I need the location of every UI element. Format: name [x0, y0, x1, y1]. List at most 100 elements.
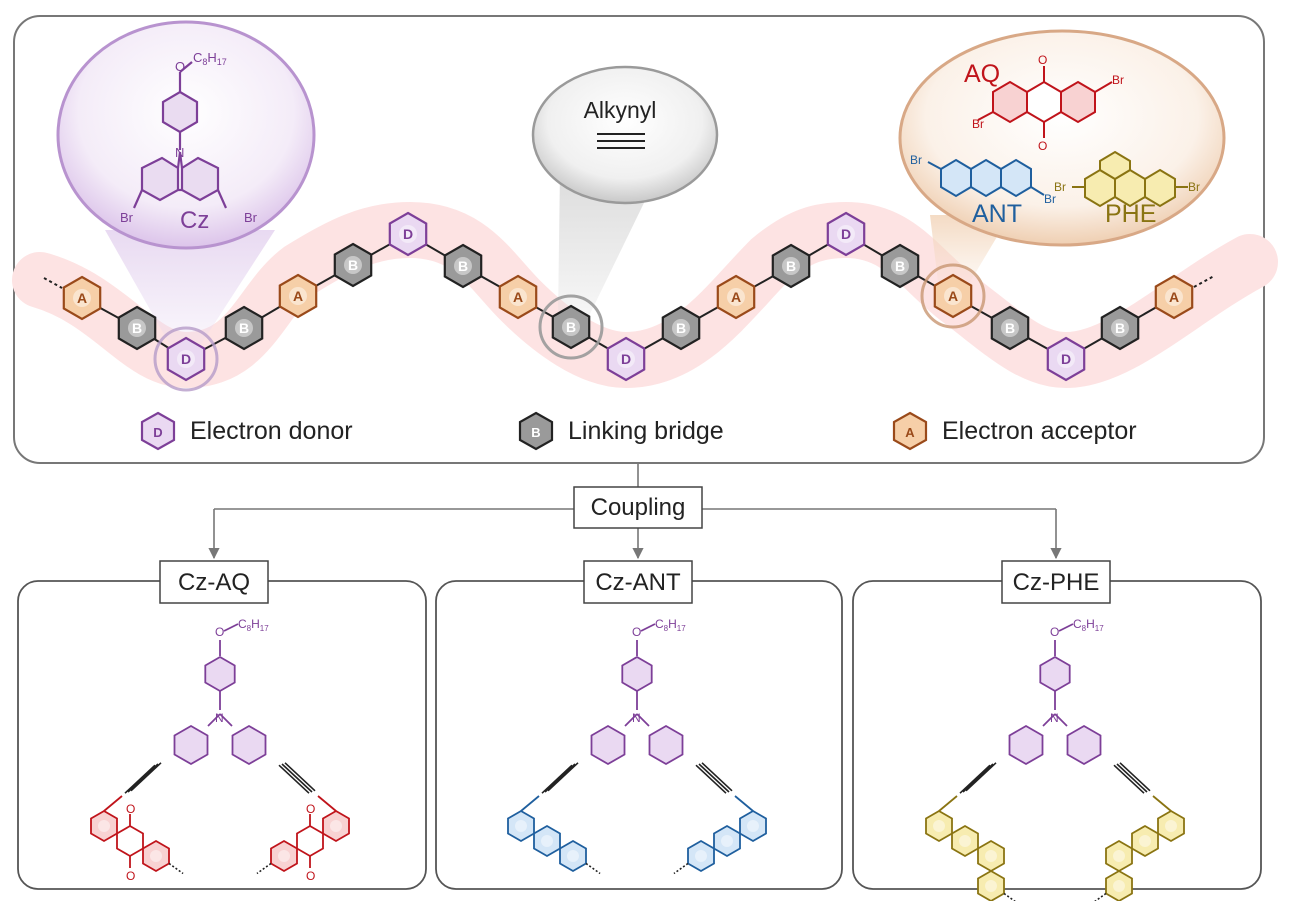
- bridge-unit: B: [880, 243, 920, 289]
- bridge-hex-icon: [518, 411, 554, 451]
- phe-ring-glow: [1113, 880, 1125, 892]
- phe-ring: [1105, 869, 1133, 901]
- ant-ring: [507, 809, 535, 843]
- legend-bridge-label: Linking bridge: [568, 417, 724, 445]
- legend-acceptor: A Electron acceptor: [892, 411, 1137, 451]
- bridge-unit: B: [224, 305, 264, 351]
- donor-hex-letter: D: [153, 425, 162, 440]
- donor-hex-letter: D: [841, 226, 851, 242]
- bridge-unit: B: [1100, 305, 1140, 351]
- phe-ring: [1131, 824, 1159, 858]
- acceptor-link: [734, 795, 754, 812]
- donor-hex-glow: [399, 225, 417, 243]
- cz-br-right-label: Br: [244, 210, 258, 225]
- product-title-box: [583, 560, 693, 604]
- phe-ring-glow: [985, 880, 997, 892]
- acceptor-hex-letter: A: [905, 425, 915, 440]
- legend-acceptor-label: Electron acceptor: [942, 417, 1137, 445]
- product-chain-label: C8H17: [238, 617, 269, 633]
- bridge-unit: B: [117, 305, 157, 351]
- carbonyl-oxygen: O: [306, 802, 315, 816]
- phe-structure: [1072, 150, 1188, 208]
- acceptor-hex-letter: A: [513, 289, 523, 305]
- product-nitrogen: N: [1050, 711, 1059, 725]
- legend: D Electron donor B Linking bridge A Elec…: [140, 411, 1137, 451]
- acceptor-unit: A: [1154, 274, 1194, 320]
- aq-ring-glow: [150, 850, 162, 862]
- acceptor-hex-letter: A: [1169, 289, 1179, 305]
- acceptor-hex-glow: [727, 288, 745, 306]
- acceptor-link: [1152, 795, 1172, 812]
- bridge-hex-letter: B: [458, 258, 468, 274]
- ant-ring: [559, 839, 587, 873]
- acceptor-hex-letter: A: [293, 288, 303, 304]
- product-chain-label: C8H17: [1073, 617, 1104, 633]
- aq-structure: [977, 66, 1113, 138]
- cz-callout-cone: [105, 230, 275, 352]
- bridge-unit: B: [551, 304, 591, 350]
- bridge-hex: [224, 305, 264, 351]
- bridge-hex-letter: B: [676, 320, 686, 336]
- bridge-hex: [551, 304, 591, 350]
- bridge-hex-glow: [454, 257, 472, 275]
- triple-bond-icon: [597, 133, 645, 149]
- product-title: Cz-PHE: [1013, 569, 1100, 596]
- aq-ring-glow: [330, 820, 342, 832]
- cz-core: [590, 623, 684, 766]
- cz-core: [1008, 623, 1102, 766]
- bridge-highlight-ring: [538, 294, 604, 360]
- chain-continuation: [1003, 892, 1016, 901]
- alkyne-arms: [959, 762, 1151, 794]
- acceptor-link: [520, 795, 540, 812]
- ant-ring: [687, 839, 715, 873]
- ant-ring: [713, 824, 741, 858]
- product-panel-cz-aq: Cz-AQ O N C8H17 O O O O: [17, 560, 427, 890]
- bridge-hex-letter: B: [348, 257, 358, 273]
- acceptor-unit: A: [716, 274, 756, 320]
- acceptor-hex-glow: [509, 288, 527, 306]
- bridge-hex-letter: B: [1115, 320, 1125, 336]
- phe-ring-glow: [1113, 850, 1125, 862]
- legend-donor: D Electron donor: [140, 411, 353, 451]
- ant-ring: [533, 824, 561, 858]
- alkynyl-bubble: Alkynyl: [531, 65, 719, 205]
- aq-ring: [116, 824, 144, 858]
- phe-ring: [1157, 809, 1185, 843]
- bridge-unit: B: [661, 305, 701, 351]
- donor-hex-icon: [140, 411, 176, 451]
- phe-ring-glow: [985, 850, 997, 862]
- phe-ring-glow: [959, 835, 971, 847]
- acceptor-hex-glow: [944, 287, 962, 305]
- bridge-hex: [1100, 305, 1140, 351]
- aq-name-label: AQ: [964, 60, 1000, 88]
- donor-hex-letter: D: [1061, 351, 1071, 367]
- donor-hex: [826, 211, 866, 257]
- aq-ring-glow: [98, 820, 110, 832]
- acceptor-hex: [62, 275, 102, 321]
- bridge-hex-glow: [562, 318, 580, 336]
- bridge-unit: B: [333, 242, 373, 288]
- acceptor-hex-glow: [73, 289, 91, 307]
- coupling-label: Coupling: [591, 494, 686, 521]
- chain-continuation: [256, 862, 272, 875]
- aq-ring: [270, 839, 298, 873]
- bridge-hex-glow: [891, 257, 909, 275]
- aq-oxygen-top: O: [1038, 53, 1047, 67]
- donor-unit: D: [606, 336, 646, 382]
- bridge-hex: [880, 243, 920, 289]
- donor-unit: D: [388, 211, 428, 257]
- product-panel-cz-ant: Cz-ANT O N C8H17: [435, 560, 843, 890]
- donor-hex-letter: D: [403, 226, 413, 242]
- acceptor-unit: A: [498, 274, 538, 320]
- product-title-box: [159, 560, 269, 604]
- donor-hex-letter: D: [181, 351, 191, 367]
- product-oxygen: O: [632, 625, 641, 639]
- acceptor-link: [103, 795, 123, 812]
- product-title-box: [1001, 560, 1111, 604]
- cz-chain-label: C8H17: [193, 50, 227, 67]
- aq-ring: [296, 824, 324, 858]
- donor-hex: [1046, 336, 1086, 382]
- aq-ring: [142, 839, 170, 873]
- acceptor-hex-glow: [289, 287, 307, 305]
- product-panel-cz-phe: Cz-PHE O N C8H17: [852, 560, 1262, 901]
